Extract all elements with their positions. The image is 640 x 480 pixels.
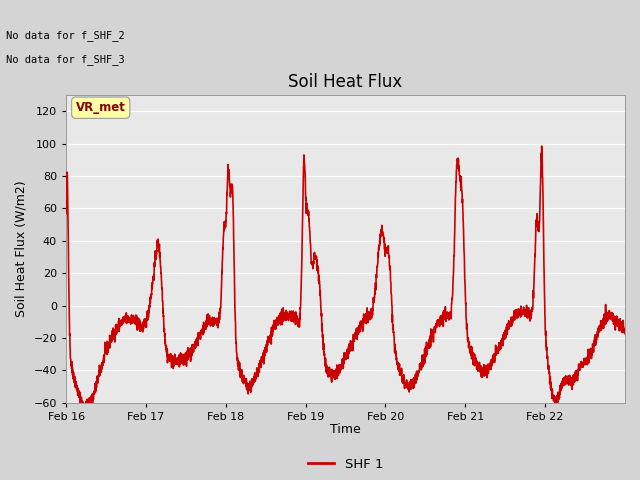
X-axis label: Time: Time [330,423,361,436]
Title: Soil Heat Flux: Soil Heat Flux [289,72,403,91]
Y-axis label: Soil Heat Flux (W/m2): Soil Heat Flux (W/m2) [15,180,28,317]
Legend: SHF 1: SHF 1 [303,453,388,476]
Text: VR_met: VR_met [76,101,125,114]
Text: No data for f_SHF_3: No data for f_SHF_3 [6,54,125,65]
Text: No data for f_SHF_2: No data for f_SHF_2 [6,30,125,41]
